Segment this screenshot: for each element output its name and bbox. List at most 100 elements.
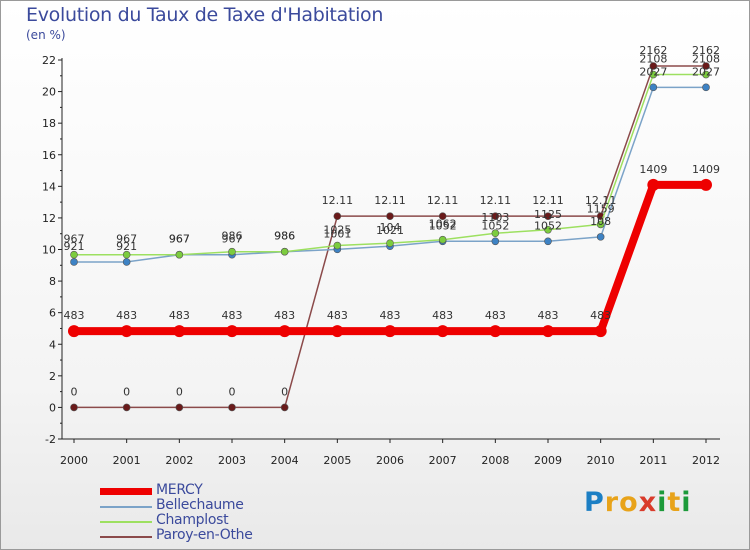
data-point-paroy-en-othe	[438, 212, 447, 220]
data-point-paroy-en-othe	[386, 212, 394, 220]
data-point-champlost	[438, 235, 447, 244]
data-label-champlost: 1025	[323, 224, 351, 237]
logo-letter: x	[638, 487, 658, 518]
x-tick-label: 2008	[481, 454, 509, 467]
y-tick-label: 16	[42, 149, 56, 162]
data-point-mercy	[173, 325, 186, 338]
data-label-paroy-en-othe: 12.11	[374, 194, 406, 207]
data-point-bellechaume	[491, 237, 500, 246]
legend-label: Paroy-en-Othe	[156, 527, 253, 543]
x-tick-label: 2003	[218, 454, 246, 467]
data-point-bellechaume	[122, 258, 131, 266]
data-point-champlost	[491, 229, 500, 238]
data-label-champlost: 1159	[587, 202, 615, 215]
data-label-paroy-en-othe: 2162	[639, 44, 667, 57]
data-point-champlost	[333, 241, 342, 250]
y-tick-label: 10	[42, 244, 56, 257]
data-label-bellechaume: 1021	[376, 224, 404, 237]
x-tick-label: 2012	[692, 454, 720, 467]
data-label-champlost: 2108	[639, 53, 667, 66]
data-point-mercy	[700, 178, 712, 191]
data-label-paroy-en-othe: 0	[229, 385, 236, 398]
data-point-champlost	[228, 247, 236, 256]
data-label-paroy-en-othe: 12.11	[532, 194, 564, 207]
x-tick-label: 2001	[113, 454, 141, 467]
legend-label: Champlost	[156, 512, 229, 528]
x-tick-label: 2006	[376, 454, 404, 467]
data-point-mercy	[436, 325, 449, 338]
data-label-mercy: 483	[222, 309, 243, 322]
data-label-mercy: 483	[327, 309, 348, 322]
x-tick-label: 2002	[165, 454, 193, 467]
data-label-mercy: 483	[64, 309, 85, 322]
x-tick-label: 2007	[429, 454, 457, 467]
legend-swatch	[100, 536, 152, 538]
data-label-bellechaume: 921	[64, 240, 85, 253]
chart-unit-label: (en %)	[26, 28, 66, 42]
legend-swatch	[100, 488, 152, 495]
data-label-paroy-en-othe: 2162	[692, 44, 720, 57]
data-label-mercy: 483	[538, 309, 559, 322]
data-label-bellechaume: 986	[274, 230, 295, 243]
data-point-paroy-en-othe	[70, 403, 78, 412]
data-label-bellechaume: 2027	[639, 65, 667, 78]
data-label-mercy: 483	[432, 309, 453, 322]
data-point-champlost	[122, 250, 131, 259]
data-point-champlost	[175, 250, 184, 259]
data-label-champlost: 986	[274, 230, 295, 243]
data-point-champlost	[544, 225, 552, 234]
data-label-mercy: 483	[116, 309, 137, 322]
data-label-mercy: 1409	[692, 163, 720, 176]
data-label-paroy-en-othe: 12.11	[427, 194, 459, 207]
x-tick-label: 2000	[60, 454, 88, 467]
data-point-champlost	[386, 239, 394, 247]
data-label-champlost: 986	[222, 230, 243, 243]
legend-label: MERCY	[156, 482, 203, 498]
y-tick-label: -2	[45, 433, 56, 446]
data-point-champlost	[702, 70, 710, 79]
data-point-champlost	[280, 247, 289, 256]
legend-swatch	[100, 506, 152, 508]
data-label-bellechaume: 967	[169, 233, 190, 246]
data-point-champlost	[70, 250, 78, 259]
x-tick-label: 2010	[587, 454, 615, 467]
data-point-bellechaume	[649, 83, 658, 92]
data-label-paroy-en-othe: 12.11	[480, 194, 512, 207]
data-point-paroy-en-othe	[122, 403, 131, 412]
proxiti-logo: Proxiti	[584, 487, 692, 518]
data-label-paroy-en-othe: 0	[281, 385, 288, 398]
data-point-paroy-en-othe	[491, 212, 500, 220]
data-point-champlost	[596, 220, 605, 229]
data-label-bellechaume: 1052	[481, 219, 509, 232]
data-label-mercy: 483	[169, 309, 190, 322]
data-label-bellechaume: 921	[116, 240, 137, 253]
data-point-mercy	[278, 325, 291, 338]
y-tick-label: 8	[49, 275, 56, 288]
data-label-mercy: 483	[380, 309, 401, 322]
data-point-mercy	[68, 325, 80, 338]
logo-letter: i	[681, 487, 692, 518]
data-point-mercy	[120, 325, 133, 338]
data-label-bellechaume: 2027	[692, 65, 720, 78]
y-tick-label: 4	[49, 338, 56, 351]
data-label-mercy: 483	[590, 309, 611, 322]
data-point-mercy	[226, 325, 238, 338]
data-point-paroy-en-othe	[544, 212, 552, 220]
data-label-bellechaume: 1052	[429, 219, 457, 232]
data-point-paroy-en-othe	[649, 62, 658, 70]
data-label-champlost: 2108	[692, 53, 720, 66]
logo-letter: i	[657, 487, 668, 518]
data-label-paroy-en-othe: 0	[123, 385, 130, 398]
legend-swatch	[100, 521, 152, 523]
data-point-mercy	[647, 178, 660, 191]
data-label-champlost: 1125	[534, 208, 562, 221]
data-label-champlost: 104	[380, 221, 401, 234]
y-tick-label: 18	[42, 117, 56, 130]
x-tick-label: 2005	[323, 454, 351, 467]
data-point-mercy	[594, 325, 607, 338]
data-label-bellechaume: 1052	[534, 219, 562, 232]
y-tick-label: 14	[42, 180, 56, 193]
x-tick-label: 2004	[271, 454, 299, 467]
y-tick-label: 12	[42, 212, 56, 225]
